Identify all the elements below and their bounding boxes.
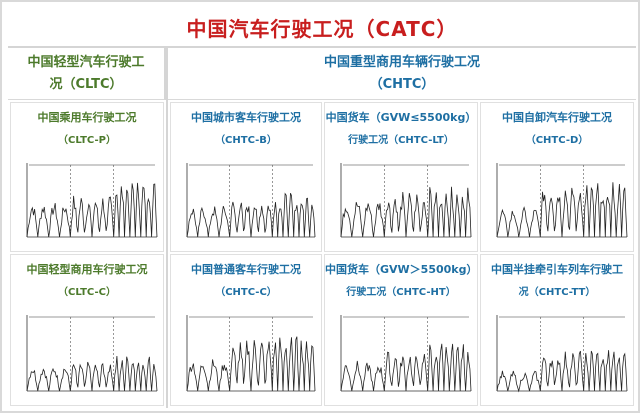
speed-trace	[340, 343, 472, 392]
cell-chtc-c: 中国普通客车行驶工况 （CHTC-C）	[170, 254, 322, 406]
drive-cycle-plot	[340, 315, 472, 392]
cell-subtitle: （CLTC-P）	[58, 135, 116, 146]
speed-trace	[496, 350, 628, 393]
drive-cycle-plot	[186, 163, 316, 238]
section-divider	[166, 48, 168, 408]
chtc-header-line2: （CHTC）	[369, 77, 435, 92]
cell-chtc-tt: 中国半挂牵引车列车行驶工 况（CHTC-TT）	[480, 254, 634, 406]
speed-trace	[186, 192, 316, 238]
drive-cycle-plot	[26, 163, 158, 238]
cell-subtitle: （CLTC-C）	[58, 287, 116, 298]
cell-title: 中国货车（GVW＞5500kg）	[325, 263, 478, 276]
page-title: 中国汽车行驶工况（CATC）	[8, 8, 636, 48]
clt-section-header: 中国轻型汽车行驶工 况（CLTC）	[8, 48, 166, 100]
cell-title: 中国城市客车行驶工况	[191, 111, 301, 124]
cell-title: 中国半挂牵引车列车行驶工	[491, 263, 623, 276]
chtc-header-line1: 中国重型商用车辆行驶工况	[323, 55, 480, 70]
cell-title: 中国货车（GVW≤5500kg）	[325, 111, 477, 124]
speed-trace	[26, 355, 158, 392]
cell-chtc-b: 中国城市客车行驶工况 （CHTC-B）	[170, 102, 322, 252]
drive-cycle-plot	[26, 315, 158, 392]
clt-header-line1: 中国轻型汽车行驶工	[27, 55, 145, 70]
drive-cycle-plot	[340, 163, 472, 238]
speed-trace	[340, 186, 472, 238]
cell-title: 中国自卸汽车行驶工况	[502, 111, 612, 124]
speed-trace	[26, 182, 158, 238]
cell-subtitle: （CHTC-D）	[525, 135, 589, 146]
cell-subtitle: 况（CHTC-TT）	[518, 287, 596, 298]
cell-subtitle: 行驶工况（CHTC-LT）	[348, 135, 454, 146]
drive-cycle-plot	[186, 315, 316, 392]
speed-trace	[186, 336, 316, 392]
cell-chtc-ht: 中国货车（GVW＞5500kg） 行驶工况（CHTC-HT）	[324, 254, 478, 406]
cell-title: 中国普通客车行驶工况	[191, 263, 301, 276]
speed-trace	[496, 182, 628, 238]
cell-chtc-d: 中国自卸汽车行驶工况 （CHTC-D）	[480, 102, 634, 252]
cell-chtc-lt: 中国货车（GVW≤5500kg） 行驶工况（CHTC-LT）	[324, 102, 478, 252]
clt-header-line2: 况（CLTC）	[49, 77, 123, 92]
cell-title: 中国轻型商用车行驶工况	[26, 263, 148, 276]
cell-subtitle: 行驶工况（CHTC-HT）	[346, 287, 456, 298]
chtc-section-header: 中国重型商用车辆行驶工况 （CHTC）	[168, 48, 636, 100]
cell-subtitle: （CHTC-C）	[215, 287, 277, 298]
cell-cltc-c: 中国轻型商用车行驶工况 （CLTC-C）	[10, 254, 164, 406]
cell-cltc-p: 中国乘用车行驶工况 （CLTC-P）	[10, 102, 164, 252]
cell-subtitle: （CHTC-B）	[215, 135, 277, 146]
drive-cycle-plot	[496, 163, 628, 238]
cell-title: 中国乘用车行驶工况	[37, 111, 137, 124]
drive-cycle-plot	[496, 315, 628, 393]
